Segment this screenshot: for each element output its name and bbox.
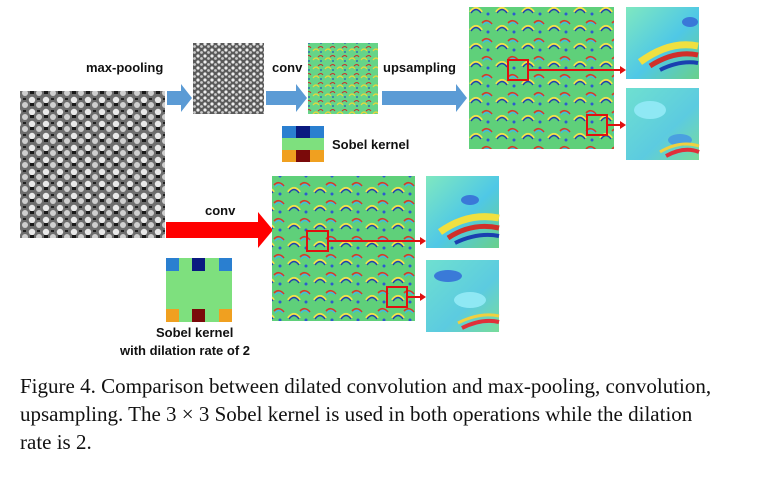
arrow-dilated-conv [166, 212, 273, 248]
arrow-max-pooling [167, 84, 192, 112]
label-sobel-dilated-2: with dilation rate of 2 [120, 343, 251, 358]
pooled-image [193, 43, 264, 114]
input-image [20, 91, 165, 238]
upsampled-output [469, 7, 614, 149]
label-sobel-kernel: Sobel kernel [332, 137, 410, 152]
label-sobel-dilated-1: Sobel kernel [156, 325, 234, 340]
figure-caption: Figure 4. Comparison between dilated con… [20, 374, 712, 454]
label-upsampling: upsampling [383, 60, 456, 75]
figure-diagram [20, 7, 700, 332]
zoom-patch-bottom-1 [426, 176, 500, 248]
sobel-kernel-3x3 [282, 126, 324, 162]
arrow-conv-top [266, 84, 307, 112]
label-conv-bottom: conv [205, 203, 236, 218]
zoom-patch-bottom-2 [426, 260, 500, 332]
arrow-upsampling [382, 84, 467, 112]
conv-small-output [308, 43, 378, 114]
label-conv-top: conv [272, 60, 303, 75]
label-max-pooling: max-pooling [86, 60, 164, 75]
zoom-patch-top-1 [626, 7, 699, 79]
dilated-conv-output [272, 176, 415, 321]
sobel-kernel-dilated [166, 258, 232, 322]
zoom-patch-top-2 [626, 88, 700, 160]
